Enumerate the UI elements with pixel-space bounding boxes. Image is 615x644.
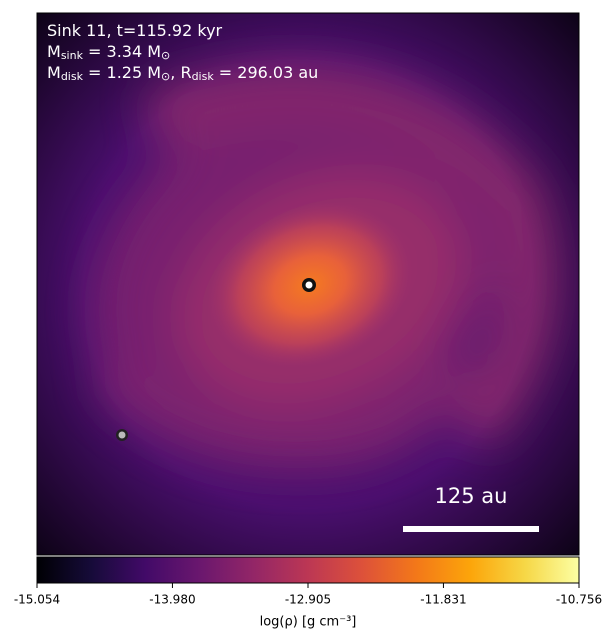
tick-label: -15.054 <box>14 593 60 607</box>
subscript: disk <box>61 70 84 83</box>
title-text: = 1.25 M <box>83 63 161 82</box>
sink-particle-core <box>305 281 313 289</box>
sink-particle-core <box>118 431 126 439</box>
frame <box>36 12 580 556</box>
tick-label: -12.905 <box>285 593 331 607</box>
tick-label: -10.756 <box>556 593 602 607</box>
title-line: Mdisk = 1.25 M⊙, Rdisk = 296.03 au <box>47 63 318 84</box>
title-text: Sink 11, t=115.92 kyr <box>47 21 223 40</box>
title-text: M <box>47 42 61 61</box>
colorbar <box>36 556 580 584</box>
density-map <box>37 13 579 555</box>
scale-bar-label: 125 au <box>435 484 508 508</box>
colorbar-ticks: -15.054 -13.980 -12.905 -11.831 -10.756 <box>14 583 602 607</box>
title-text: M <box>47 63 61 82</box>
subscript: disk <box>192 70 215 83</box>
tick-label: -11.831 <box>420 593 466 607</box>
subscript: ⊙ <box>161 49 170 62</box>
title-line: Msink = 3.34 M⊙ <box>47 42 170 63</box>
title-text: = 3.34 M <box>83 42 161 61</box>
title-text: , R <box>170 63 191 82</box>
title-line: Sink 11, t=115.92 kyr <box>47 21 223 40</box>
subscript: sink <box>61 49 84 62</box>
subscript: ⊙ <box>161 70 170 83</box>
tick-label: -13.980 <box>149 593 195 607</box>
colorbar-label: log(ρ) [g cm⁻³] <box>260 615 357 630</box>
title-text: = 296.03 au <box>214 63 319 82</box>
